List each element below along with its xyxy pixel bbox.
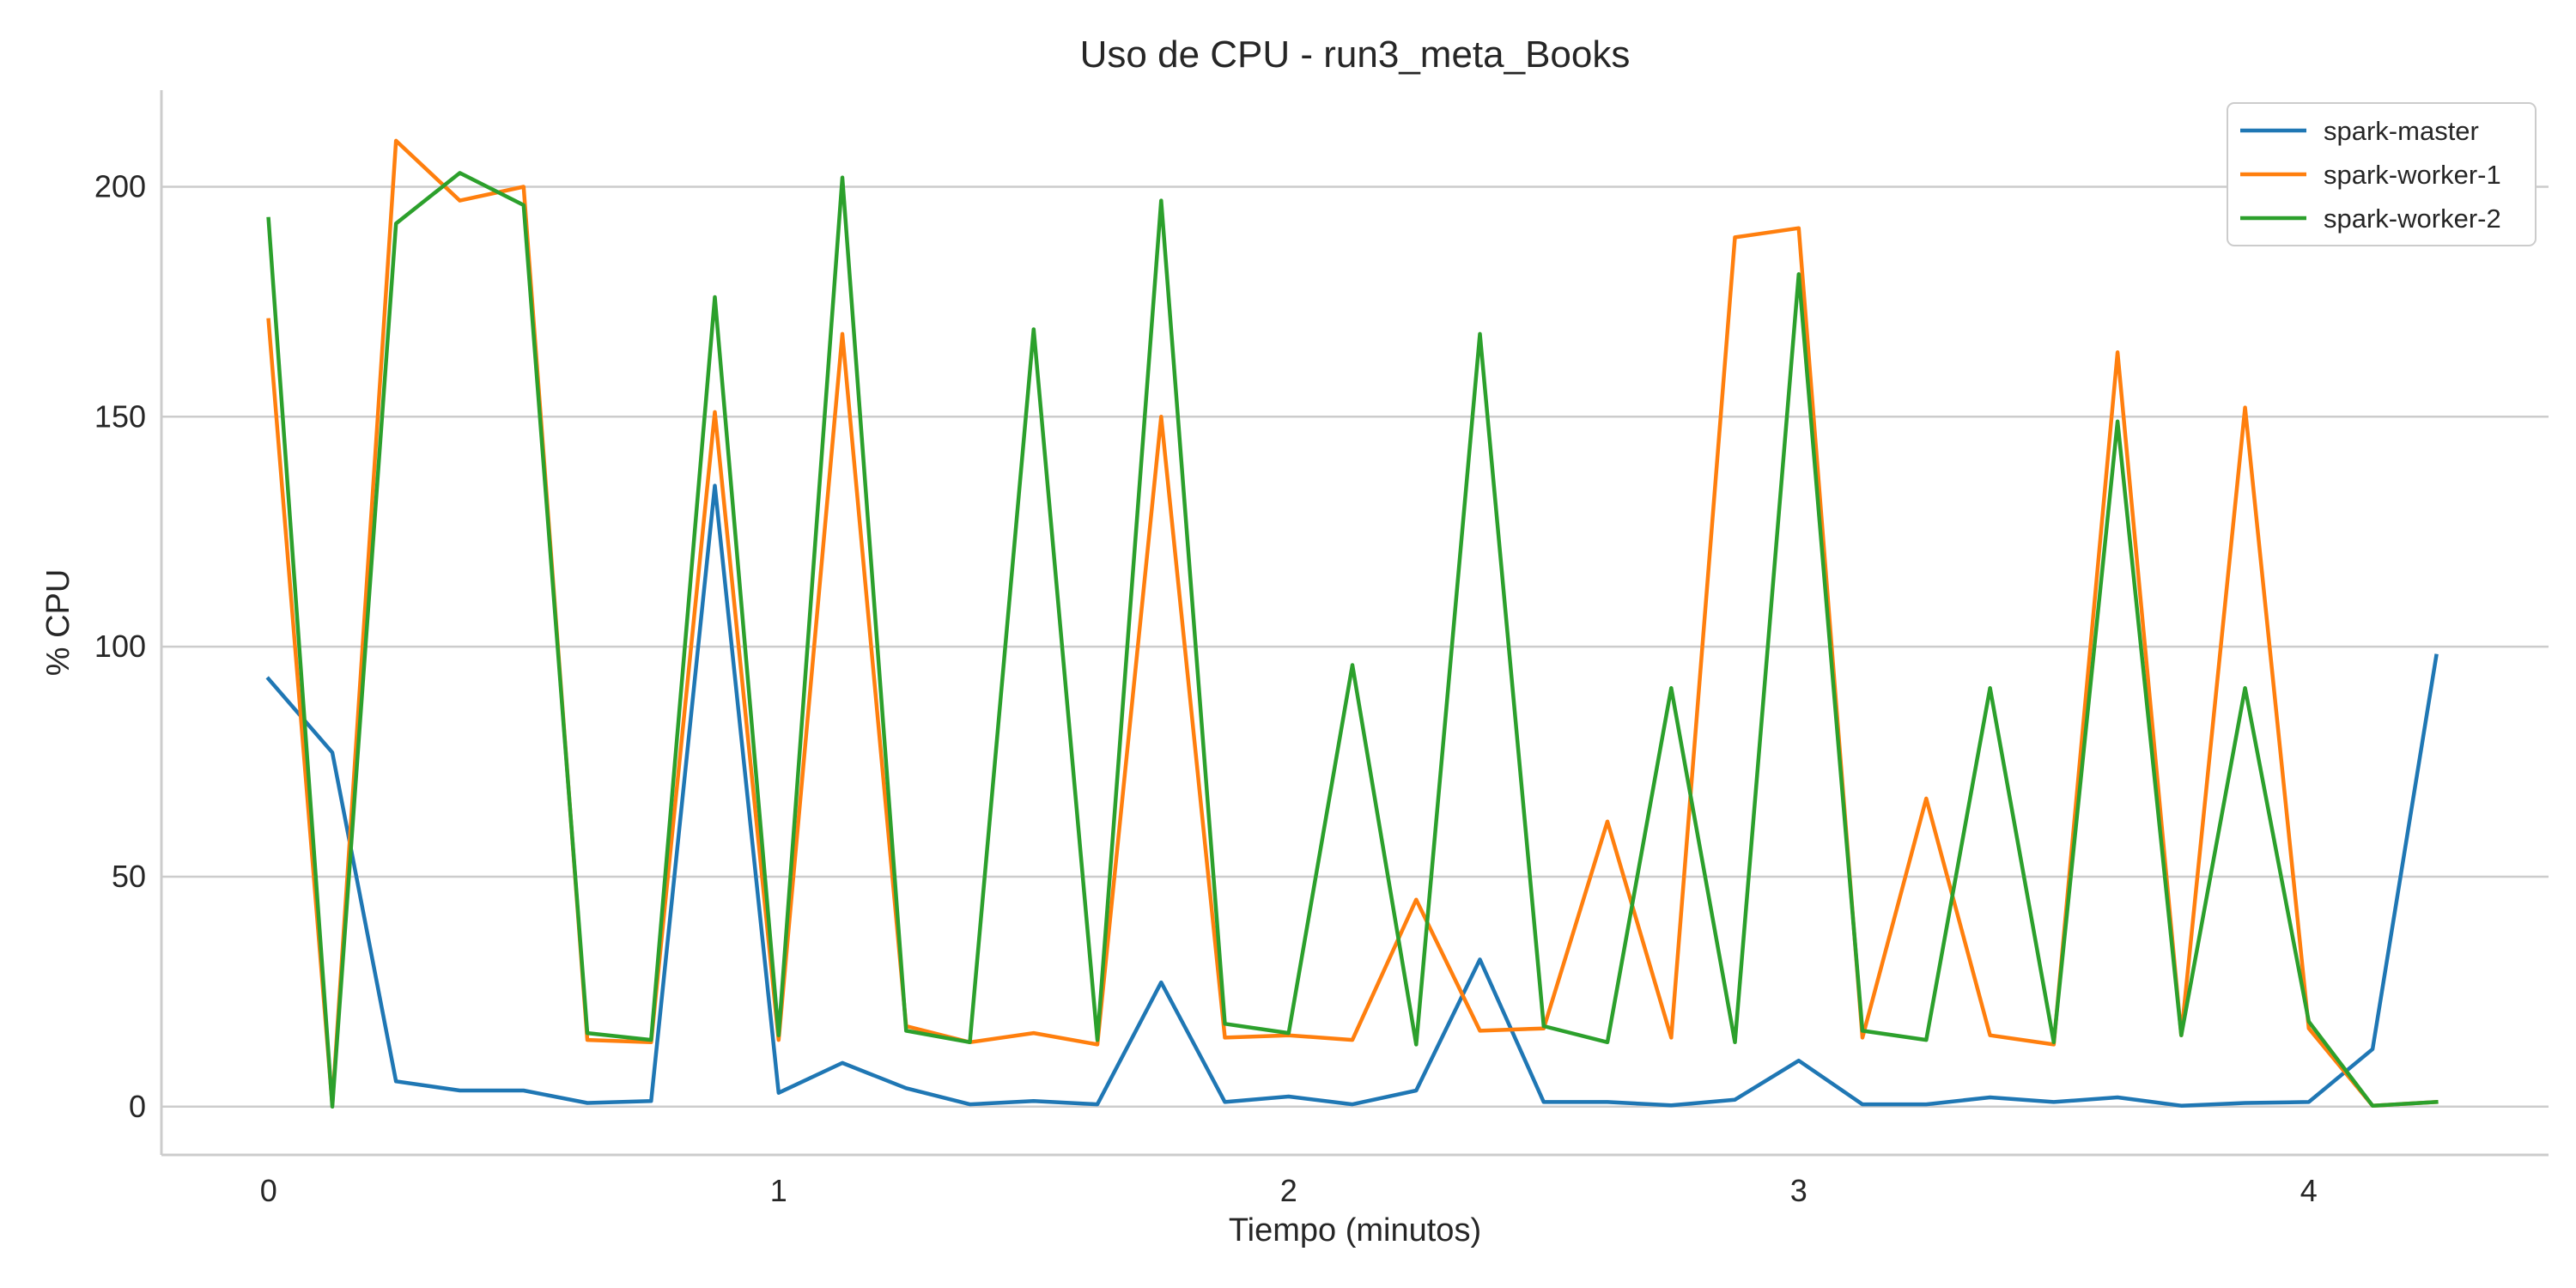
y-tick-label-100: 100 — [94, 629, 146, 664]
x-tick-label-3: 3 — [1790, 1173, 1807, 1208]
y-tick-labels: 0 50 100 150 200 — [94, 168, 146, 1123]
x-tick-label-4: 4 — [2300, 1173, 2318, 1208]
series-lines — [265, 138, 2439, 1109]
y-tick-label-150: 150 — [94, 398, 146, 434]
x-tick-labels: 0 1 2 3 4 — [260, 1173, 2318, 1208]
legend-label-spark-worker-2: spark-worker-2 — [2324, 204, 2501, 234]
series-line-spark-master — [265, 483, 2439, 1108]
legend: spark-master spark-worker-1 spark-worker… — [2227, 102, 2537, 246]
y-tick-label-200: 200 — [94, 168, 146, 204]
chart-title: Uso de CPU - run3_meta_Books — [1080, 33, 1631, 76]
x-tick-label-0: 0 — [260, 1173, 277, 1208]
x-axis-label: Tiempo (minutos) — [1229, 1212, 1481, 1249]
y-tick-label-50: 50 — [112, 859, 146, 894]
axes — [160, 90, 2549, 1157]
series-line-spark-worker-1 — [266, 138, 2439, 1108]
y-axis-label: % CPU — [40, 569, 76, 677]
series-line-spark-worker-2 — [266, 171, 2439, 1109]
legend-box — [2227, 102, 2537, 246]
gridlines — [161, 185, 2549, 1109]
x-tick-label-2: 2 — [1280, 1173, 1297, 1208]
y-tick-label-0: 0 — [129, 1089, 146, 1124]
legend-label-spark-master: spark-master — [2324, 116, 2479, 146]
x-tick-label-1: 1 — [770, 1173, 787, 1208]
legend-label-spark-worker-1: spark-worker-1 — [2324, 160, 2501, 190]
